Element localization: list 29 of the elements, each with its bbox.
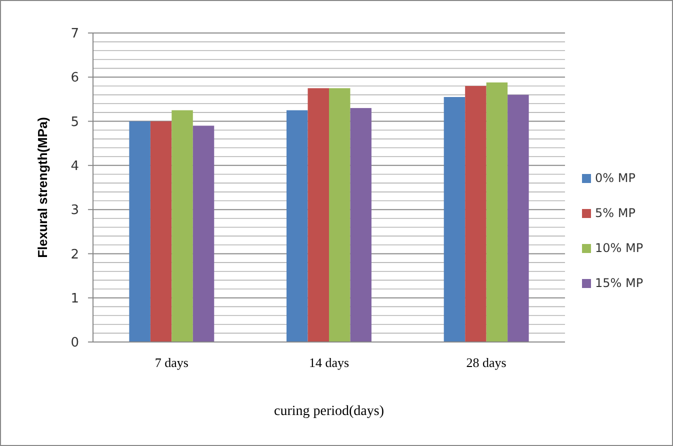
- bar: [444, 97, 466, 342]
- bar: [329, 88, 350, 342]
- bar: [350, 108, 372, 342]
- x-tick-label: 7 days: [154, 355, 188, 370]
- y-tick-label: 6: [70, 70, 79, 86]
- bar: [508, 94, 529, 342]
- y-tick-label: 1: [70, 291, 79, 306]
- y-tick-label: 2: [70, 247, 79, 262]
- x-axis-title: curing period(days): [274, 404, 384, 419]
- y-tick-label: 3: [70, 203, 79, 218]
- legend-label: 0% MP: [595, 171, 636, 186]
- y-tick-label: 0: [70, 336, 79, 351]
- y-tick-label: 4: [70, 158, 79, 174]
- legend-label: 5% MP: [595, 206, 636, 220]
- x-tick-label: 14 days: [308, 355, 350, 370]
- bar: [465, 86, 486, 342]
- bar: [286, 110, 308, 342]
- bar: [172, 110, 193, 342]
- bar: [192, 126, 214, 342]
- y-axis-title: Flexural strength(MPa): [35, 117, 50, 258]
- legend-label: 10% MP: [595, 241, 644, 256]
- bar: [308, 88, 329, 342]
- y-tick-label: 7: [70, 26, 79, 42]
- bar: [129, 121, 150, 342]
- y-tick-label: 5: [70, 114, 79, 130]
- bar: [150, 121, 172, 342]
- legend-label: 15% MP: [595, 276, 644, 290]
- bar: [486, 82, 508, 342]
- x-tick-label: 28 days: [466, 355, 506, 370]
